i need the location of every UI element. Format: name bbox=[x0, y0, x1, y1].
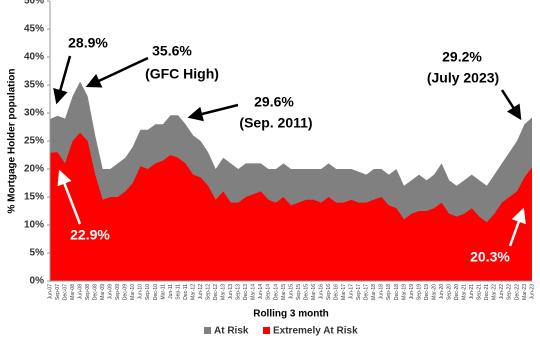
x-tick-label: Sep-19 bbox=[416, 284, 422, 300]
legend-swatch bbox=[204, 327, 211, 334]
x-axis-title: Rolling 3 month bbox=[253, 309, 329, 320]
y-tick-label: 15% bbox=[24, 192, 44, 203]
x-tick-label: Mar-13 bbox=[221, 284, 227, 300]
x-tick-label: Sep-18 bbox=[386, 284, 392, 300]
annotation: 29.6% bbox=[254, 94, 294, 110]
x-tick-label: Mar-20 bbox=[431, 284, 437, 300]
x-tick-label: Dec-18 bbox=[394, 284, 400, 300]
x-tick-label: Jun-12 bbox=[198, 284, 204, 300]
x-tick-label: Mar-11 bbox=[160, 284, 166, 300]
x-tick-label: Jun-07 bbox=[47, 284, 53, 300]
x-tick-label: Dec-21 bbox=[484, 284, 490, 300]
x-tick-label: Sep-16 bbox=[326, 284, 332, 300]
x-tick-label: Mar-15 bbox=[281, 284, 287, 300]
legend-swatch bbox=[263, 327, 270, 334]
x-tick-label: Dec-22 bbox=[514, 284, 520, 300]
y-tick-label: 5% bbox=[30, 248, 45, 259]
annotation: 20.3% bbox=[470, 249, 510, 265]
area bbox=[50, 132, 532, 281]
x-tick-label: Sep-11 bbox=[175, 284, 181, 300]
annotation-arrow bbox=[85, 56, 149, 88]
annotation: 35.6% bbox=[152, 43, 192, 59]
x-tick-label: Jun-15 bbox=[288, 284, 294, 300]
x-tick-label: Mar-22 bbox=[492, 284, 498, 300]
x-tick-label: Mar-23 bbox=[522, 284, 528, 300]
x-tick-label: Mar-09 bbox=[100, 284, 106, 300]
y-tick-label: 30% bbox=[24, 108, 44, 119]
x-tick-label: Mar-16 bbox=[311, 284, 317, 300]
x-tick-label: Jun-22 bbox=[499, 284, 505, 300]
x-tick-label: Mar-17 bbox=[341, 284, 347, 300]
annotation-arrow bbox=[53, 55, 72, 105]
x-tick-label: Dec-19 bbox=[424, 284, 430, 300]
x-tick-label: Jun-19 bbox=[409, 284, 415, 300]
x-tick-label: Sep-21 bbox=[477, 284, 483, 300]
x-tick-label: Jun-21 bbox=[469, 284, 475, 300]
x-tick-label: Mar-10 bbox=[130, 284, 136, 300]
x-tick-label: Mar-19 bbox=[401, 284, 407, 300]
x-tick-label: Jun-10 bbox=[138, 284, 144, 300]
x-tick-label: Sep-09 bbox=[115, 284, 121, 300]
annotation: 22.9% bbox=[70, 227, 110, 243]
annotation: (Sep. 2011) bbox=[239, 115, 312, 131]
x-tick-label: Dec-14 bbox=[273, 284, 279, 300]
y-tick-label: 35% bbox=[24, 80, 44, 91]
x-tick-label: Dec-11 bbox=[183, 284, 189, 300]
x-tick-label: Sep-14 bbox=[266, 284, 272, 300]
x-tick-label: Jun-08 bbox=[77, 284, 83, 300]
annotation: 28.9% bbox=[68, 35, 108, 51]
x-tick-label: Jun-14 bbox=[258, 284, 264, 300]
y-tick-label: 50% bbox=[24, 0, 44, 7]
annotation: (GFC High) bbox=[145, 66, 219, 82]
annotation-arrow bbox=[57, 169, 82, 225]
annotation: 29.2% bbox=[442, 49, 482, 65]
x-tick-label: Dec-12 bbox=[213, 284, 219, 300]
annotation-arrow bbox=[500, 89, 522, 121]
x-tick-label: Jun-13 bbox=[228, 284, 234, 300]
annotation-arrow bbox=[508, 207, 526, 247]
x-tick-label: Dec-16 bbox=[334, 284, 340, 300]
x-tick-label: Sep-17 bbox=[356, 284, 362, 300]
legend-label: At Risk bbox=[214, 326, 249, 337]
x-tick-label: Dec-07 bbox=[62, 284, 68, 300]
x-tick-label: Dec-08 bbox=[93, 284, 99, 300]
x-tick-label: Sep-12 bbox=[205, 284, 211, 300]
x-tick-label: Mar-12 bbox=[190, 284, 196, 300]
x-tick-label: Sep-10 bbox=[145, 284, 151, 300]
x-tick-label: Dec-15 bbox=[303, 284, 309, 300]
x-tick-label: Sep-15 bbox=[296, 284, 302, 300]
x-tick-label: Dec-09 bbox=[123, 284, 129, 300]
x-tick-label: Jun-18 bbox=[379, 284, 385, 300]
x-tick-label: Dec-10 bbox=[153, 284, 159, 300]
x-tick-label: Dec-17 bbox=[364, 284, 370, 300]
x-tick-label: Sep-08 bbox=[85, 284, 91, 300]
y-axis-title: % Mortgage Holder population bbox=[7, 69, 18, 214]
x-tick-label: Mar-21 bbox=[462, 284, 468, 300]
x-tick-label: Sep-07 bbox=[55, 284, 61, 300]
x-tick-label: Mar-14 bbox=[251, 284, 257, 300]
y-tick-label: 45% bbox=[24, 24, 44, 35]
x-tick-label: Jun-09 bbox=[108, 284, 114, 300]
legend-label: Extremely At Risk bbox=[273, 326, 358, 337]
x-tick-label: Sep-13 bbox=[236, 284, 242, 300]
x-tick-label: Jun-16 bbox=[318, 284, 324, 300]
x-tick-label: Jun-11 bbox=[168, 284, 174, 299]
x-tick-label: Dec-13 bbox=[243, 284, 249, 300]
x-tick-label: Mar-08 bbox=[70, 284, 76, 300]
annotation: (July 2023) bbox=[427, 70, 499, 86]
x-tick-label: Sep-22 bbox=[507, 284, 513, 300]
annotation-arrow bbox=[187, 103, 239, 122]
x-tick-label: Jun-20 bbox=[439, 284, 445, 300]
y-tick-label: 10% bbox=[24, 220, 44, 231]
x-tick-label: Dec-20 bbox=[454, 284, 460, 300]
x-tick-label: Sep-20 bbox=[446, 284, 452, 300]
y-tick-label: 0% bbox=[30, 276, 45, 287]
y-tick-label: 40% bbox=[24, 52, 44, 63]
x-tick-label: Mar-18 bbox=[371, 284, 377, 300]
y-tick-label: 20% bbox=[24, 164, 44, 175]
x-tick-label: Jun-23 bbox=[529, 284, 535, 300]
x-tick-label: Jun-17 bbox=[349, 284, 355, 300]
y-tick-label: 25% bbox=[24, 136, 44, 147]
